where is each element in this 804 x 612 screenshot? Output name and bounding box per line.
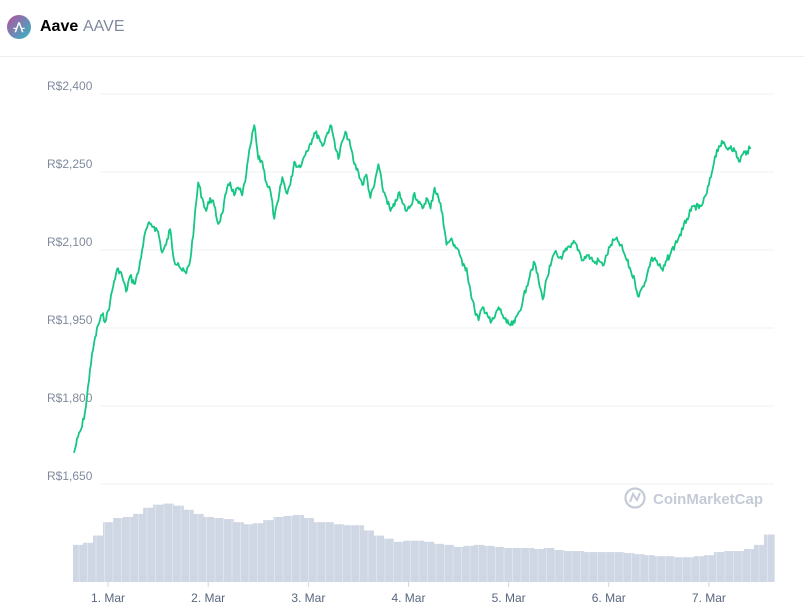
price-line bbox=[73, 124, 752, 454]
volume-bar bbox=[283, 515, 294, 582]
volume-bar bbox=[743, 548, 755, 582]
volume-bar bbox=[383, 538, 395, 582]
y-tick-label: R$2,250 bbox=[47, 157, 93, 171]
volume-bar bbox=[663, 556, 675, 582]
coin-symbol: AAVE bbox=[83, 18, 125, 35]
volume-bar bbox=[593, 552, 605, 582]
volume-bar bbox=[443, 544, 455, 582]
volume-bar bbox=[213, 518, 224, 582]
volume-bar bbox=[463, 545, 475, 582]
volume-bar bbox=[533, 548, 545, 582]
volume-bar bbox=[243, 524, 254, 582]
aave-logo-icon bbox=[7, 15, 31, 39]
volume-bar bbox=[73, 544, 84, 582]
volume-bar bbox=[93, 535, 104, 582]
x-axis-ticks: 1. Mar 2. Mar 3. Mar 4. Mar 5. Mar 6. Mar 7. M… bbox=[91, 582, 726, 605]
volume-bar bbox=[433, 543, 445, 582]
coinmarketcap-logo-icon bbox=[624, 487, 646, 509]
coin-name: Aave bbox=[40, 18, 79, 35]
volume-bar bbox=[103, 522, 114, 582]
volume-bar bbox=[333, 524, 344, 582]
volume-bar bbox=[223, 519, 234, 582]
y-tick-label: R$1,950 bbox=[47, 313, 93, 327]
volume-bar bbox=[323, 522, 334, 582]
volume-bar bbox=[683, 557, 695, 582]
y-tick-label: R$2,100 bbox=[47, 235, 93, 249]
y-axis-ticks: R$2,400 R$2,250 R$2,100 R$1,950 R$1,800 R$1,6… bbox=[47, 79, 93, 483]
volume-bar bbox=[113, 518, 124, 582]
volume-bar bbox=[293, 514, 304, 582]
volume-bar bbox=[353, 525, 365, 582]
coin-header: Aave AAVE bbox=[0, 0, 804, 57]
volume-bar bbox=[153, 504, 164, 582]
volume-bar bbox=[633, 554, 645, 582]
y-tick-label: R$1,650 bbox=[47, 469, 93, 483]
volume-bar bbox=[403, 540, 415, 582]
volume-bar bbox=[543, 547, 555, 582]
volume-bar bbox=[363, 530, 375, 582]
volume-bar bbox=[623, 553, 635, 582]
y-tick-label: R$2,400 bbox=[47, 79, 93, 93]
watermark-text: CoinMarketCap bbox=[653, 491, 763, 508]
volume-bar bbox=[513, 547, 525, 582]
x-tick-label: 2. Mar bbox=[191, 591, 225, 605]
volume-bar bbox=[313, 522, 324, 582]
volume-bar bbox=[253, 523, 264, 582]
volume-bar bbox=[503, 547, 515, 582]
volume-bar bbox=[643, 555, 655, 582]
price-chart: R$2,400 R$2,250 R$2,100 R$1,950 R$1,800 R$1,6… bbox=[47, 79, 775, 605]
volume-bar bbox=[693, 556, 705, 582]
volume-bar bbox=[713, 552, 725, 582]
volume-bar bbox=[563, 551, 575, 582]
volume-bar bbox=[83, 542, 94, 582]
volume-bar bbox=[173, 505, 184, 582]
volume-bar bbox=[163, 503, 174, 582]
x-tick-label: 6. Mar bbox=[592, 591, 626, 605]
volume-bar bbox=[373, 535, 385, 582]
volume-bar bbox=[273, 517, 284, 582]
x-tick-label: 5. Mar bbox=[492, 591, 526, 605]
volume-bar bbox=[613, 552, 625, 582]
x-tick-label: 1. Mar bbox=[91, 591, 125, 605]
volume-bar bbox=[723, 551, 735, 582]
volume-bar bbox=[473, 544, 485, 582]
y-tick-label: R$1,800 bbox=[47, 391, 93, 405]
volume-bar bbox=[193, 513, 204, 582]
volume-bars bbox=[73, 502, 775, 582]
price-line-series bbox=[73, 124, 752, 454]
volume-bar bbox=[523, 547, 535, 582]
price-chart-container: R$2,400 R$2,250 R$2,100 R$1,950 R$1,800 R$1,6… bbox=[0, 57, 804, 607]
volume-bar bbox=[203, 517, 214, 582]
volume-bar bbox=[733, 551, 745, 582]
volume-bar bbox=[233, 522, 244, 582]
x-tick-label: 7. Mar bbox=[692, 591, 726, 605]
volume-bar bbox=[183, 509, 194, 582]
volume-bar bbox=[483, 545, 495, 582]
volume-bar bbox=[393, 541, 405, 582]
volume-bar bbox=[603, 552, 615, 582]
volume-bar bbox=[263, 520, 274, 582]
volume-bar bbox=[493, 546, 505, 582]
volume-bar bbox=[653, 556, 665, 582]
volume-bar bbox=[143, 507, 154, 582]
volume-bar bbox=[673, 557, 685, 582]
volume-bar bbox=[123, 517, 134, 582]
volume-bar bbox=[763, 534, 775, 582]
volume-bar bbox=[553, 550, 565, 582]
volume-bar bbox=[423, 541, 435, 582]
x-tick-label: 3. Mar bbox=[291, 591, 325, 605]
watermark: CoinMarketCap bbox=[624, 487, 763, 509]
volume-bar bbox=[703, 555, 715, 582]
volume-bar bbox=[343, 525, 354, 582]
x-tick-label: 4. Mar bbox=[391, 591, 425, 605]
volume-bar bbox=[453, 546, 465, 582]
volume-bar bbox=[573, 551, 585, 582]
grid-lines bbox=[100, 93, 774, 485]
